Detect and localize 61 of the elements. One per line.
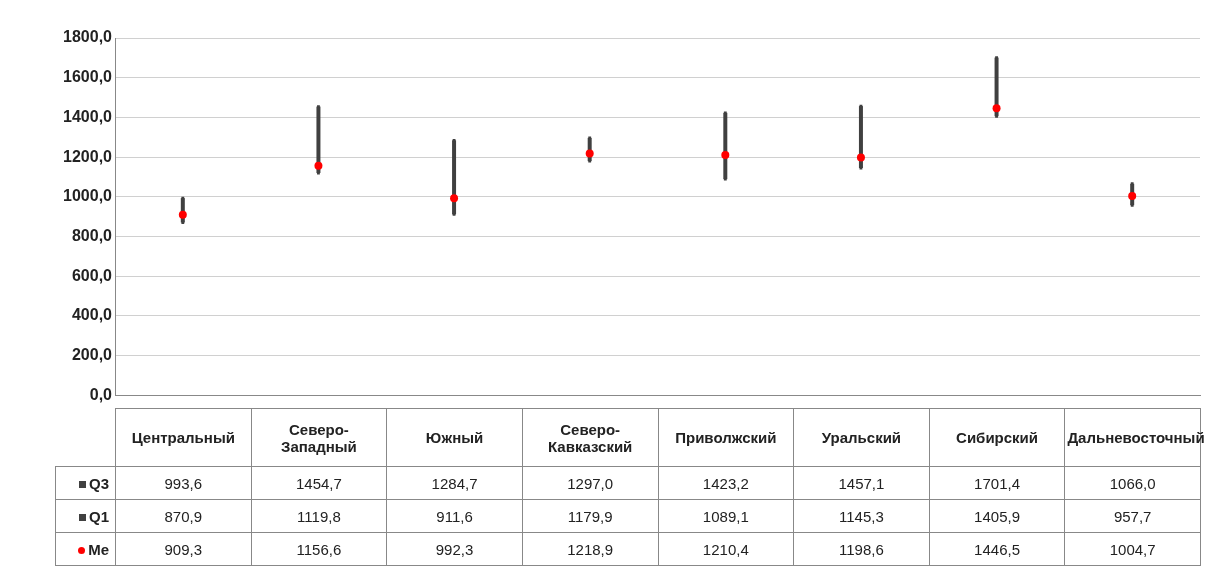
point (588, 159, 592, 163)
data-label: 1004,7 (1064, 532, 1201, 566)
data-label: 909,3 (115, 532, 252, 566)
x-tick-label: Дальневосточный (1066, 428, 1205, 448)
x-tick-label: Южный (386, 408, 523, 467)
point (450, 194, 459, 203)
y-tick-label: 600,0 (71, 266, 113, 284)
point (1130, 203, 1134, 207)
data-label: 1297,0 (522, 466, 658, 500)
y-tick-label: 1600,0 (63, 68, 113, 86)
data-label: 1179,9 (522, 499, 658, 533)
y-tick-label: 0,0 (89, 385, 113, 403)
data-label: 1119,8 (251, 499, 387, 533)
x-tick-label: Приволжский (658, 408, 794, 467)
point (1128, 191, 1137, 200)
data-label: 1210,4 (658, 532, 794, 566)
data-label: 1156,6 (251, 532, 387, 566)
x-tick-label: Сибирский (929, 408, 1065, 467)
data-label: 1198,6 (793, 532, 930, 566)
y-tick-label: 1000,0 (63, 187, 113, 205)
data-label: 1405,9 (929, 499, 1065, 533)
point (1130, 182, 1134, 186)
data-label: 1446,5 (929, 532, 1065, 566)
data-label: 1145,3 (793, 499, 930, 533)
point (992, 104, 1001, 113)
legend-label: Me (88, 540, 109, 558)
data-label: 1218,9 (522, 532, 658, 566)
point (588, 136, 592, 140)
y-tick-label: 800,0 (71, 226, 113, 244)
point (585, 149, 594, 158)
legend-label: Q1 (88, 507, 109, 525)
data-label: 1423,2 (658, 466, 794, 500)
data-label: 1089,1 (658, 499, 794, 533)
y-tick-label: 1400,0 (63, 107, 113, 125)
point (723, 111, 727, 115)
data-label: 870,9 (115, 499, 252, 533)
y-tick-label: 400,0 (71, 306, 113, 324)
data-label: 1457,1 (793, 466, 930, 500)
point (314, 161, 323, 170)
point (181, 196, 185, 200)
y-tick-label: 1800,0 (63, 28, 113, 46)
data-label: 1284,7 (386, 466, 523, 500)
data-label: 957,7 (1064, 499, 1201, 533)
data-label: 911,6 (386, 499, 523, 533)
point (178, 210, 187, 219)
data-label: 993,6 (115, 466, 252, 500)
data-label: 1066,0 (1064, 466, 1201, 500)
point (856, 153, 865, 162)
legend-label: Q3 (88, 474, 109, 492)
data-label: 992,3 (386, 532, 523, 566)
x-tick-label: Северо-Кавказский (522, 408, 658, 467)
data-label: 1454,7 (251, 466, 387, 500)
x-tick-label: Северо-Западный (251, 408, 387, 467)
point (723, 177, 727, 181)
y-tick-label: 200,0 (71, 346, 113, 364)
x-tick-label: Уральский (793, 408, 930, 467)
data-label: 1701,4 (929, 466, 1065, 500)
x-tick-label: Центральный (115, 408, 252, 467)
point (181, 221, 185, 224)
point (721, 151, 730, 160)
y-tick-label: 1200,0 (63, 147, 113, 165)
